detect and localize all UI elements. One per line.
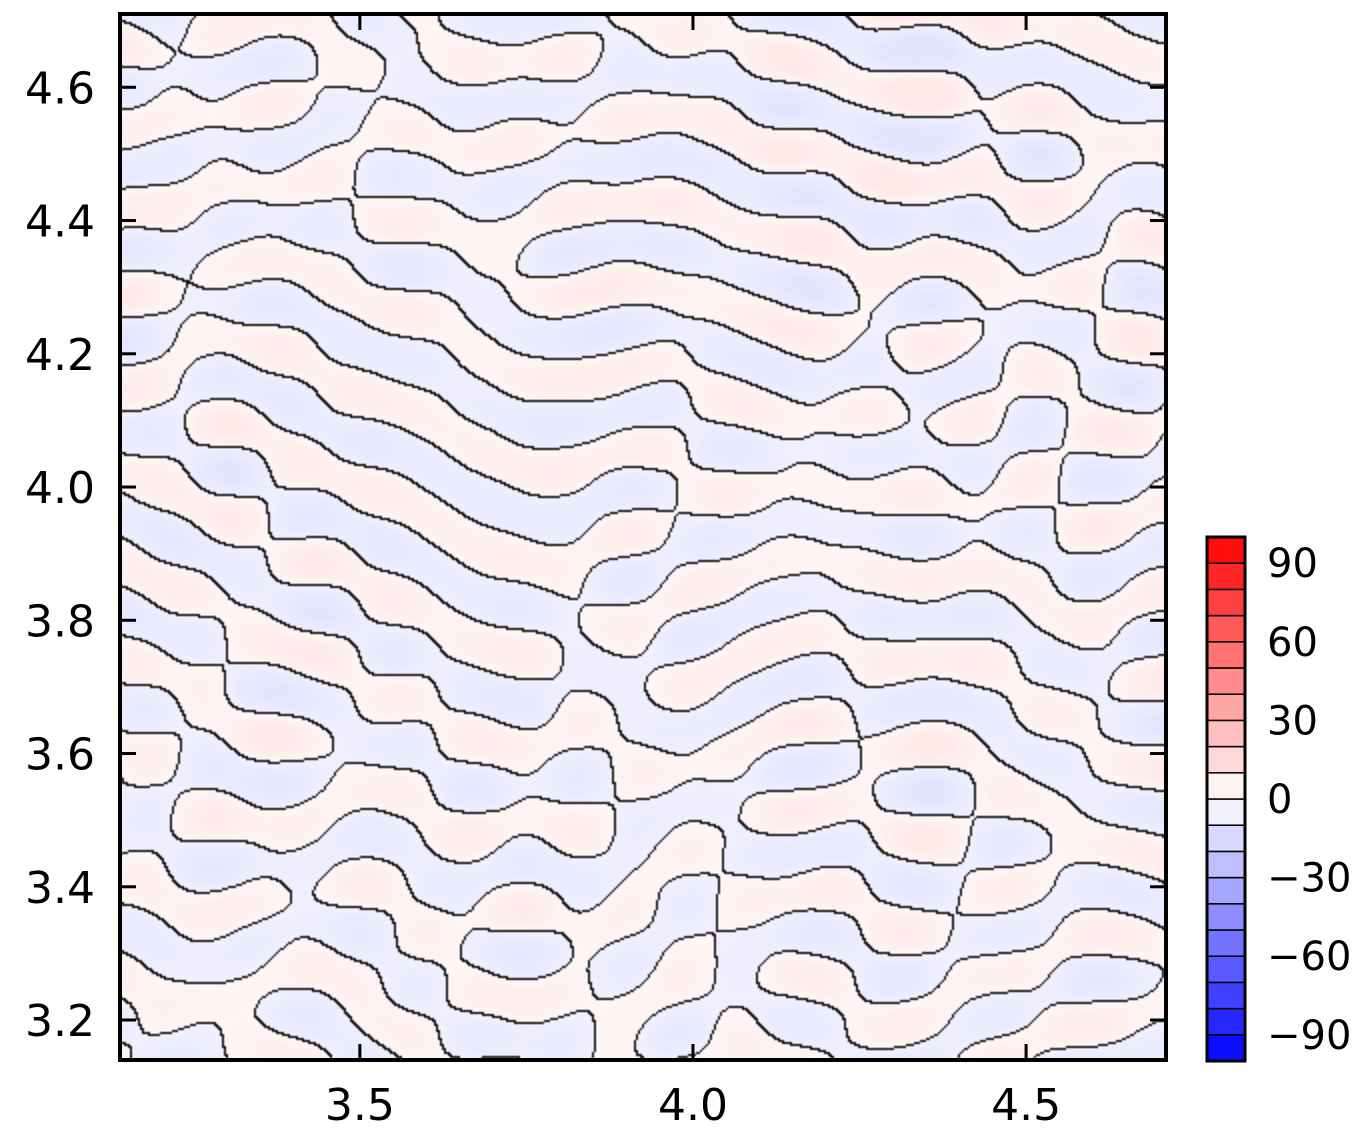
- y-tick-label: 3.6: [25, 730, 95, 781]
- colorbar-swatch: [1206, 955, 1246, 984]
- colorbar-tick-label: −60: [1267, 934, 1351, 980]
- colorbar-tick-label: 60: [1267, 620, 1318, 666]
- colorbar-swatch: [1206, 614, 1246, 643]
- colorbar-swatch: [1206, 667, 1246, 695]
- colorbar-swatch: [1206, 876, 1246, 905]
- x-tick-label: 4.0: [658, 1080, 728, 1131]
- plot-area: [120, 14, 1166, 1060]
- colorbar-swatch: [1206, 536, 1246, 564]
- colorbar-swatch: [1206, 641, 1246, 669]
- plot-frame: [118, 12, 1168, 1062]
- x-tick-label: 3.5: [325, 1080, 395, 1131]
- colorbar-swatch: [1206, 903, 1246, 931]
- colorbar-swatch: [1206, 798, 1246, 826]
- x-tick-label: 4.5: [991, 1080, 1061, 1131]
- colorbar-tick-label: 30: [1267, 698, 1318, 744]
- colorbar-tick-label: −90: [1267, 1013, 1351, 1059]
- colorbar-swatch: [1206, 824, 1246, 853]
- colorbar-swatch: [1206, 719, 1246, 748]
- colorbar-swatch: [1206, 981, 1246, 1010]
- colorbar-swatch: [1206, 588, 1246, 617]
- colorbar: 90 60 30 0 −30 −60 −90: [1205, 535, 1351, 1063]
- colorbar-tick-label: −30: [1267, 856, 1351, 902]
- colorbar-tick-label: 0: [1267, 777, 1292, 823]
- colorbar-swatch: [1206, 929, 1246, 957]
- x-axis: 3.5 4.0 4.5: [325, 14, 1061, 1131]
- colorbar-swatch: [1206, 772, 1246, 800]
- colorbar-swatch: [1206, 562, 1246, 591]
- y-axis: 3.2 3.4 3.6 3.8 4.0 4.2 4.4 4.6: [25, 63, 1166, 1047]
- colorbar-frame: [1205, 535, 1247, 1063]
- colorbar-tick-label: 90: [1267, 541, 1318, 587]
- y-tick-label: 4.2: [25, 330, 95, 381]
- colorbar-swatch: [1206, 693, 1246, 722]
- y-tick-label: 4.0: [25, 463, 95, 514]
- colorbar-swatch: [1206, 1007, 1246, 1036]
- colorbar-swatch: [1206, 850, 1246, 879]
- y-tick-label: 3.4: [25, 863, 95, 914]
- y-tick-label: 3.8: [25, 596, 95, 647]
- colorbar-swatch: [1206, 745, 1246, 774]
- y-tick-label: 4.6: [25, 63, 95, 114]
- field-image: [120, 14, 1166, 1060]
- y-tick-label: 3.2: [25, 996, 95, 1047]
- colorbar-swatch: [1206, 1034, 1246, 1062]
- y-tick-label: 4.4: [25, 197, 95, 248]
